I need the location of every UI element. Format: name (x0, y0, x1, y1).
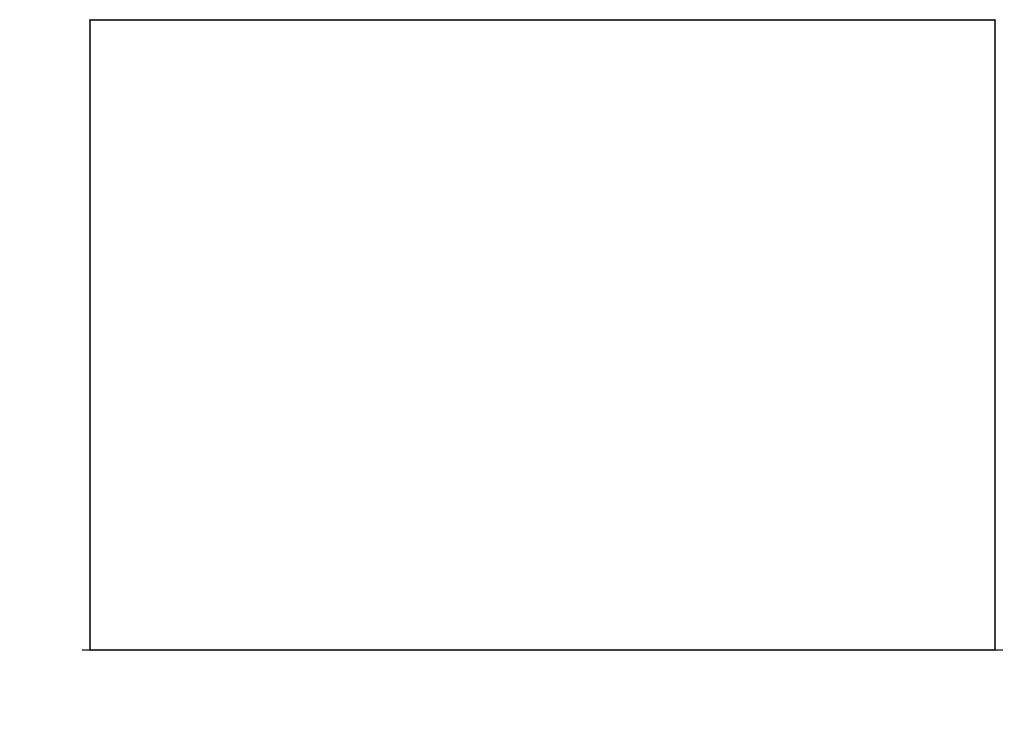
bar-chart (0, 0, 1024, 748)
chart-background (0, 0, 1024, 748)
